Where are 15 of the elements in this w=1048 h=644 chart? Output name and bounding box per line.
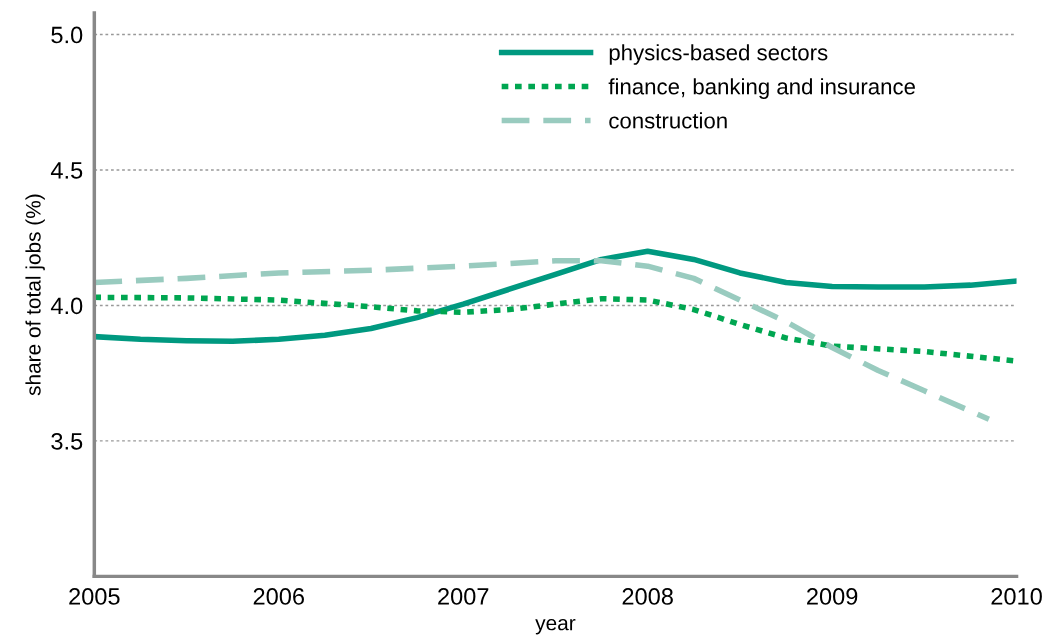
y-tick-label: 4.0 xyxy=(50,297,83,315)
y-axis-title: share of total jobs (%) xyxy=(25,194,45,396)
y-tick-label: 4.5 xyxy=(50,162,83,179)
x-tick-label: 2008 xyxy=(622,588,673,605)
legend-label: finance, banking and insurance xyxy=(608,78,915,99)
x-tick-label: 2007 xyxy=(438,588,489,605)
legend-label: physics-based sectors xyxy=(609,44,828,65)
x-tick-label: 2005 xyxy=(69,588,120,605)
y-tick-label: 3.5 xyxy=(51,432,83,450)
y-tick-label: 5.0 xyxy=(51,26,83,44)
x-tick-label: 2010 xyxy=(991,588,1042,605)
x-tick-label: 2009 xyxy=(807,588,858,605)
x-tick-label: 2006 xyxy=(253,588,304,605)
legend-label: construction xyxy=(609,112,727,129)
x-axis-title: year xyxy=(535,618,576,635)
